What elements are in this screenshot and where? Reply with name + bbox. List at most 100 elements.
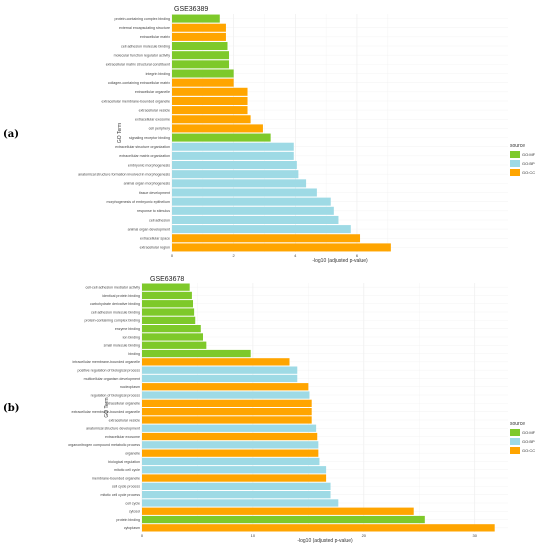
term-label: signaling receptor binding xyxy=(129,136,170,140)
bar xyxy=(172,188,317,197)
bar xyxy=(172,161,297,170)
term-label: enzyme binding xyxy=(115,327,140,331)
term-label: cytosol xyxy=(129,510,140,514)
chart-title: GSE36389 xyxy=(174,6,208,13)
term-label: extracellular matrix xyxy=(140,35,170,39)
legend-swatch xyxy=(510,429,520,436)
bar xyxy=(172,106,248,115)
term-label: collagen-containing extracellular matrix xyxy=(108,81,170,85)
term-label: membrane-bounded organelle xyxy=(92,476,140,480)
term-label: biological regulation xyxy=(108,460,140,464)
term-label: identical protein binding xyxy=(102,294,140,298)
x-tick-label: 2 xyxy=(233,253,236,258)
term-label: animal organ morphogenesis xyxy=(124,182,171,186)
term-label: extracellular organelle xyxy=(135,90,170,94)
bar xyxy=(142,316,196,325)
bar xyxy=(172,179,307,188)
bar xyxy=(142,507,414,515)
term-label: anatomical structure formation involved … xyxy=(78,172,170,176)
bar xyxy=(142,457,320,466)
bar xyxy=(142,449,319,457)
legend-entry: GO:MF xyxy=(522,430,536,435)
bar xyxy=(172,23,226,32)
term-label: cell-cell adhesion mediator activity xyxy=(85,285,140,289)
term-label: extracellular exosome xyxy=(105,435,140,439)
bar xyxy=(142,432,318,441)
bar xyxy=(142,358,290,366)
term-label: organonitrogen compound metabolic proces… xyxy=(68,443,140,447)
bar xyxy=(142,441,319,449)
term-label: extracellular matrix structural constitu… xyxy=(106,63,170,67)
term-label: extracellular membrane-bounded organelle xyxy=(101,99,170,103)
bar xyxy=(172,206,334,215)
legend-entry: GO:CC xyxy=(522,170,535,175)
term-label: animal organ development xyxy=(128,227,170,231)
legend-swatch xyxy=(510,447,520,454)
bar xyxy=(142,399,312,408)
term-label: binding xyxy=(128,352,140,356)
term-label: positive regulation of biological proces… xyxy=(77,368,140,372)
legend: source GO:MF GO:BP GO:CC xyxy=(510,143,536,176)
bar xyxy=(172,133,271,142)
bar xyxy=(172,60,230,69)
bar xyxy=(172,69,234,78)
bar xyxy=(172,243,391,252)
legend-title: source xyxy=(510,421,525,427)
bar xyxy=(142,474,327,482)
legend-swatch xyxy=(510,160,520,167)
term-label: nucleoplasm xyxy=(120,385,140,389)
bar xyxy=(142,466,327,474)
x-tick-label: 10 xyxy=(251,533,256,538)
term-label: extracellular space xyxy=(140,237,170,241)
bar xyxy=(142,308,195,316)
bar xyxy=(172,151,294,160)
legend-entry: GO:BP xyxy=(522,439,535,444)
term-label: external encapsulating structure xyxy=(119,26,170,30)
term-label: cytoplasm xyxy=(124,526,140,530)
legend-title: source xyxy=(510,143,525,149)
x-axis-label: -log10 (adjusted p-value) xyxy=(297,538,353,544)
term-label: small molecule binding xyxy=(104,344,140,348)
term-label: mitotic cell cycle xyxy=(114,468,140,472)
bar xyxy=(142,374,298,383)
bar xyxy=(142,407,312,416)
bar xyxy=(142,515,425,524)
bar xyxy=(172,32,226,41)
legend-swatch xyxy=(510,151,520,158)
legend-entry: GO:CC xyxy=(522,448,535,453)
chart-title: GSE63678 xyxy=(150,276,184,283)
panel-label: (a) xyxy=(3,129,19,140)
term-label: protein binding xyxy=(116,518,140,522)
chart-panel-1: protein-containing complex binding extern… xyxy=(3,6,536,264)
term-label: cell adhesion xyxy=(149,218,170,222)
term-label: regulation of biological process xyxy=(91,393,141,397)
term-label: cell periphery xyxy=(149,127,171,131)
bar xyxy=(142,524,495,532)
bar xyxy=(142,416,312,424)
term-label: tissue development xyxy=(139,191,170,195)
x-tick-label: 20 xyxy=(362,533,367,538)
y-axis-label: GO Term xyxy=(104,397,110,417)
bar xyxy=(142,424,317,432)
legend-entry: GO:MF xyxy=(522,152,536,157)
bar xyxy=(172,42,228,51)
x-axis-label: -log10 (adjusted p-value) xyxy=(312,258,368,264)
bar xyxy=(172,124,263,133)
bar xyxy=(172,234,361,243)
chart-panel-2: cell-cell adhesion mediator activity iden… xyxy=(3,276,536,544)
term-label: embryonic morphogenesis xyxy=(128,163,170,167)
term-label: ion binding xyxy=(123,335,140,339)
term-label: protein-containing complex binding xyxy=(114,17,170,21)
bar xyxy=(142,366,298,374)
term-label: cell adhesion molecule binding xyxy=(121,44,170,48)
bar xyxy=(172,142,294,151)
bar xyxy=(172,215,339,224)
plot-area xyxy=(142,283,508,532)
bar xyxy=(172,115,251,124)
term-label: morphogenesis of embryonic epithelium xyxy=(106,200,170,204)
bar xyxy=(172,197,331,206)
x-tick-label: 30 xyxy=(473,533,478,538)
legend-swatch xyxy=(510,169,520,176)
bar xyxy=(172,87,248,96)
